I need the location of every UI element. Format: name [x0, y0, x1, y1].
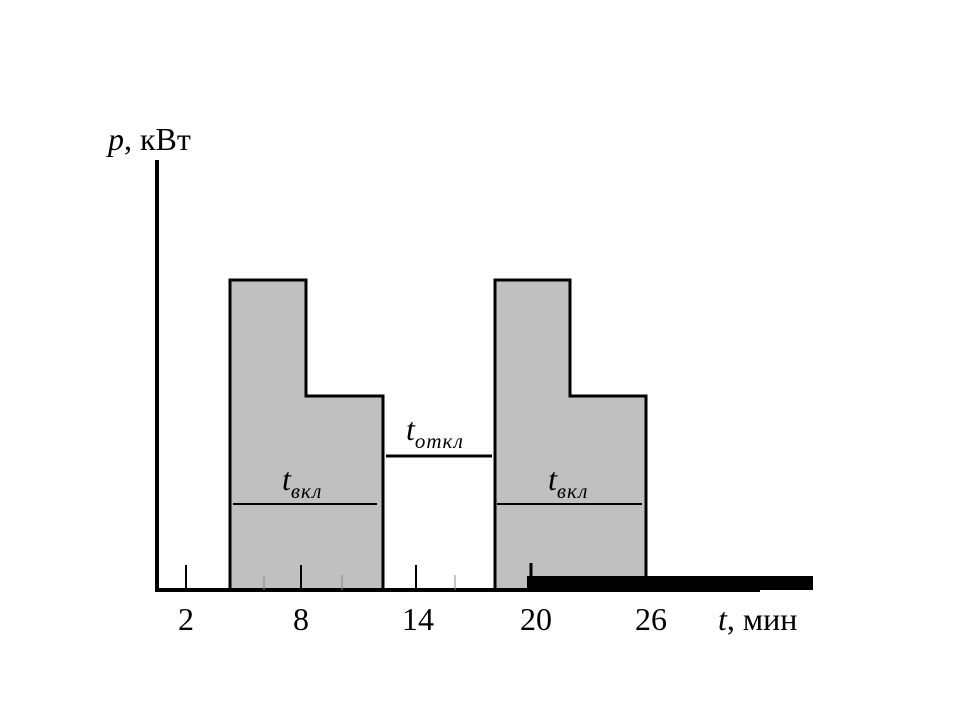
x-tick-label: 26 — [635, 601, 667, 637]
x-tick-label: 8 — [293, 601, 309, 637]
symbol: t — [406, 411, 416, 447]
x-axis-label: t, мин — [718, 601, 797, 637]
subscript: откл — [415, 429, 464, 453]
unit: , мин — [727, 601, 798, 637]
minor-ticks — [263, 575, 456, 590]
load-pulse — [493, 278, 648, 592]
y-axis-label: p, кВт — [106, 121, 191, 157]
subscript: вкл — [291, 479, 323, 503]
annotation: tвкл — [548, 461, 588, 503]
x-tick-label: 20 — [520, 601, 552, 637]
subscript: вкл — [557, 479, 589, 503]
symbol: t — [282, 461, 292, 497]
x-axis-bar — [527, 576, 813, 590]
x-tick-label: 14 — [402, 601, 434, 637]
unit: , кВт — [124, 121, 191, 157]
tick-marks — [185, 563, 533, 590]
x-tick-label: 2 — [178, 601, 194, 637]
symbol: t — [718, 601, 728, 637]
symbol: t — [548, 461, 558, 497]
annotation: tоткл — [406, 411, 464, 453]
load-pulse — [228, 278, 385, 592]
symbol: p — [106, 121, 124, 157]
annotation: tвкл — [282, 461, 322, 503]
